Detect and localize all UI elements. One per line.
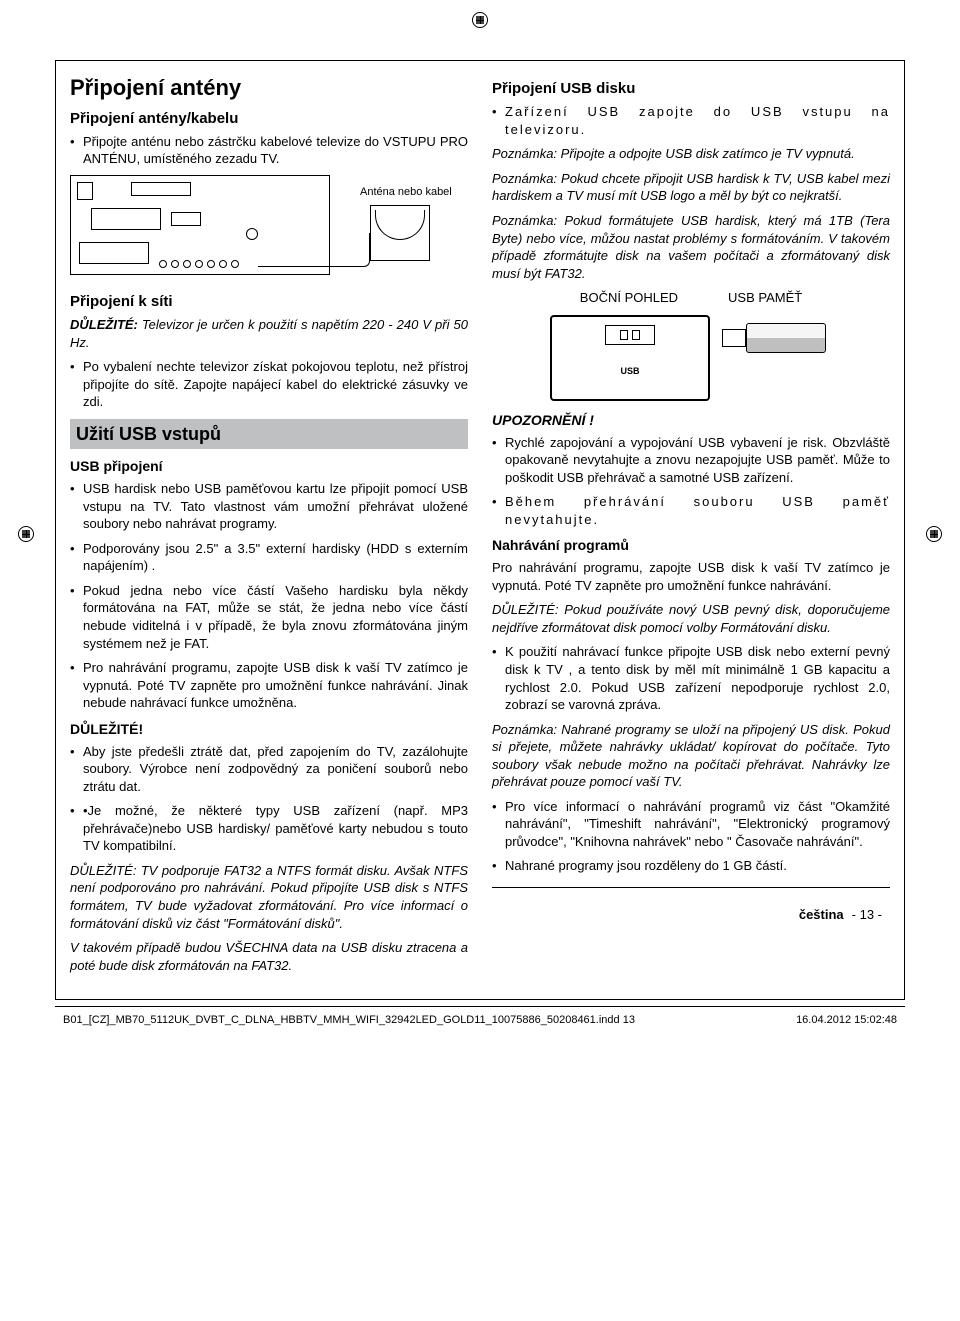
right-column: Připojení USB disku Zařízení USB zapojte… — [492, 73, 890, 981]
page-footer: čeština - 13 - — [492, 906, 890, 924]
bullet-warn-1: Rychlé zapojování a vypojování USB vybav… — [492, 434, 890, 487]
registration-mark-right — [926, 526, 942, 542]
subheading-usb-disk: Připojení USB disku — [492, 79, 890, 99]
important-fat32: DŮLEŽITÉ: TV podporuje FAT32 a NTFS form… — [70, 862, 468, 932]
antenna-label: Anténa nebo kabel — [360, 185, 480, 200]
bullet-rec-3: Nahrané programy jsou rozděleny do 1 GB … — [492, 857, 890, 875]
bullet-usb-1: USB hardisk nebo USB paměťovou kartu lze… — [70, 480, 468, 533]
bullet-usb-2: Podporovány jsou 2.5" a 3.5" externí har… — [70, 540, 468, 575]
note-1: Poznámka: Připojte a odpojte USB disk za… — [492, 145, 890, 163]
note-3: Poznámka: Pokud formátujete USB hardisk,… — [492, 212, 890, 282]
bullet-backup: Aby jste předešli ztrátě dat, před zapoj… — [70, 743, 468, 796]
footer-language: čeština — [799, 906, 844, 924]
usb-port-label: USB — [620, 365, 639, 377]
bullet-warn-2: Během přehrávání souboru USB paměť nevyt… — [492, 493, 890, 528]
registration-mark-top — [472, 12, 488, 28]
usb-stick — [722, 321, 832, 355]
subheading-power: Připojení k síti — [70, 292, 468, 312]
note-4: Poznámka: Nahrané programy se uloží na p… — [492, 721, 890, 791]
bullet-rec-2: Pro více informací o nahrávání programů … — [492, 798, 890, 851]
bullet-usb-3: Pokud jedna nebo více částí Vašeho hardi… — [70, 582, 468, 652]
bullet-usb-4: Pro nahrávání programu, zapojte USB disk… — [70, 659, 468, 712]
bullet-antenna-connect: Připojte anténu nebo zástrčku kabelové t… — [70, 133, 468, 168]
important-format: DŮLEŽITÉ: Pokud používáte nový USB pevný… — [492, 601, 890, 636]
label-usb-memory: USB PAMĚŤ — [728, 289, 802, 307]
registration-mark-left — [18, 526, 34, 542]
bullet-compat: •Je možné, že některé typy USB zařízení … — [70, 802, 468, 855]
important-dataloss: V takovém případě budou VŠECHNA data na … — [70, 939, 468, 974]
subheading-recording: Nahrávání programů — [492, 536, 890, 555]
para-recording: Pro nahrávání programu, zapojte USB disk… — [492, 559, 890, 594]
print-filename: B01_[CZ]_MB70_5112UK_DVBT_C_DLNA_HBBTV_M… — [63, 1013, 635, 1028]
heading-antenna: Připojení antény — [70, 73, 468, 103]
label-side-view: BOČNÍ POHLED — [580, 289, 678, 307]
left-column: Připojení antény Připojení antény/kabelu… — [70, 73, 468, 981]
footer-page-number: - 13 - — [852, 906, 882, 924]
bullet-unpack: Po vybalení nechte televizor získat poko… — [70, 358, 468, 411]
important-voltage: DŮLEŽITÉ: Televizor je určen k použití s… — [70, 316, 468, 351]
subheading-usb-connect: USB připojení — [70, 457, 468, 476]
usb-panel: USB — [550, 315, 710, 401]
banner-usb-inputs: Užití USB vstupů — [70, 419, 468, 449]
connector-diagram: Anténa nebo kabel — [70, 175, 468, 280]
subheading-important: DŮLEŽITÉ! — [70, 720, 468, 739]
content-frame: Připojení antény Připojení antény/kabelu… — [55, 60, 905, 1000]
bullet-plug-usb: Zařízení USB zapojte do USB vstupu na te… — [492, 103, 890, 138]
print-timestamp: 16.04.2012 15:02:48 — [796, 1013, 897, 1028]
subheading-warning: UPOZORNĚNÍ ! — [492, 411, 890, 430]
usb-diagram-labels: BOČNÍ POHLED USB PAMĚŤ — [492, 289, 890, 307]
antenna-box — [370, 205, 430, 261]
note-2: Poznámka: Pokud chcete připojit USB hard… — [492, 170, 890, 205]
bullet-rec-1: K použití nahrávací funkce připojte USB … — [492, 643, 890, 713]
subheading-antenna-cable: Připojení antény/kabelu — [70, 109, 468, 129]
footer-separator — [492, 887, 890, 888]
usb-diagram: USB — [492, 315, 890, 401]
print-slug: B01_[CZ]_MB70_5112UK_DVBT_C_DLNA_HBBTV_M… — [55, 1006, 905, 1028]
